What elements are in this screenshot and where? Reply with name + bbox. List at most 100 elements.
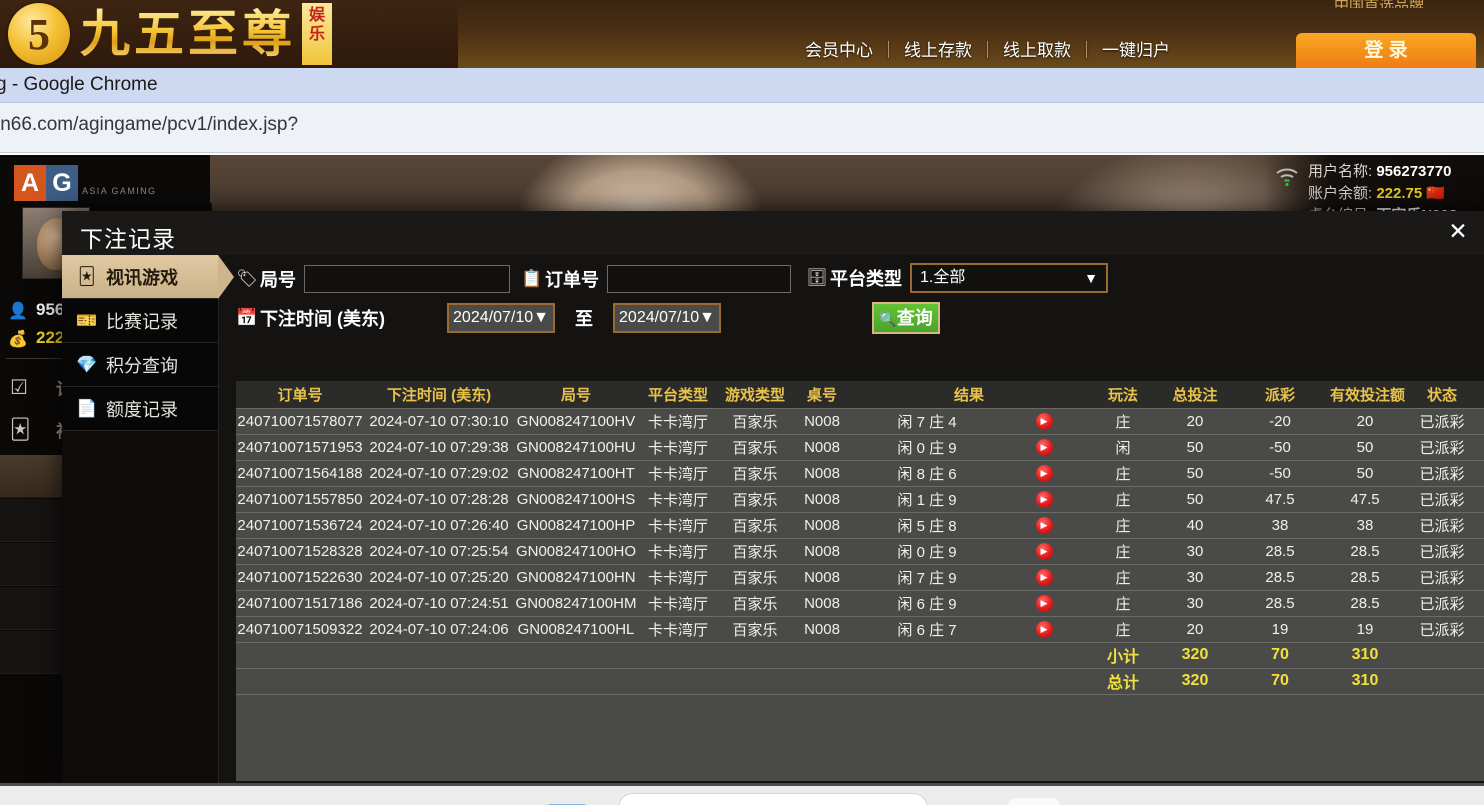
table-cell: N008 (792, 408, 852, 435)
os-taskbar (0, 783, 1484, 805)
play-replay-cell[interactable]: ▶ (1002, 590, 1087, 617)
nav-member-center[interactable]: 会员中心 (805, 41, 873, 60)
th-gametype: 游戏类型 (718, 381, 792, 409)
play-icon[interactable]: ▶ (1035, 594, 1053, 612)
table-cell: N008 (792, 564, 852, 591)
order-label: 订单号 (545, 270, 599, 290)
platform-cell: 卡卡湾厅 (638, 408, 718, 435)
spacer-cell (718, 668, 792, 695)
date-to-picker[interactable]: 2024/07/10▼ (613, 303, 721, 333)
order-cell: 240710071536724 (236, 512, 364, 539)
table-row[interactable]: 240710071564188 2024-07-10 07:29:02 GN0082… (236, 460, 1484, 487)
order-cell: 240710071522630 (236, 564, 364, 591)
play-icon[interactable]: ▶ (1035, 620, 1053, 638)
dialog-body: 🃏 视讯游戏 🎫 比赛记录 💎 积分查询 📄 额度记录 (62, 255, 1484, 783)
spacer-cell (364, 668, 514, 695)
table-cell: N008 (792, 434, 852, 461)
taskbar-search-box[interactable] (618, 793, 928, 805)
sidebar-item-match-record[interactable]: 🎫 比赛记录 (62, 299, 218, 343)
payout-cell: -50 (1230, 434, 1331, 461)
play-replay-cell[interactable]: ▶ (1002, 564, 1087, 591)
result-cell: 闲 0 庄 9 (852, 434, 1002, 461)
round-field-group: 🏷 局号 (236, 265, 510, 293)
play-replay-cell[interactable]: ▶ (1002, 512, 1087, 539)
nav-one-key-transfer[interactable]: 一键归户 (1102, 41, 1170, 60)
search-button[interactable]: 🔍查询 (872, 302, 940, 334)
order-cell: 240710071528328 (236, 538, 364, 565)
play-replay-cell[interactable]: ▶ (1002, 616, 1087, 643)
play-icon[interactable]: ▶ (1035, 568, 1053, 586)
table-row[interactable]: 240710071517186 2024-07-10 07:24:51 GN0082… (236, 590, 1484, 617)
status-cell: 已派彩 (1400, 538, 1484, 565)
game-viewport: A G ASIA GAMING 请下注 12 👤 9562 💰 222. ☑ 记… (0, 155, 1484, 783)
taskbar-app-tile[interactable] (1008, 798, 1060, 805)
money-bag-icon: 💰 (8, 331, 28, 348)
table-row[interactable]: 240710071571953 2024-07-10 07:29:38 GN0082… (236, 434, 1484, 461)
status-cell: 已派彩 (1400, 512, 1484, 539)
sidebar-item-video-game[interactable]: 🃏 视讯游戏 (62, 255, 234, 299)
play-icon[interactable]: ▶ (1035, 412, 1053, 430)
login-button[interactable]: 登 录 (1296, 33, 1476, 68)
order-cell: 240710071517186 (236, 590, 364, 617)
wifi-icon (1276, 168, 1298, 187)
table-row[interactable]: 240710071578077 2024-07-10 07:30:10 GN0082… (236, 408, 1484, 435)
gametype-cell: 百家乐 (718, 408, 792, 435)
play-replay-cell[interactable]: ▶ (1002, 538, 1087, 565)
spacer-cell (852, 668, 1002, 695)
gametype-cell: 百家乐 (718, 486, 792, 513)
table-body: 240710071578077 2024-07-10 07:30:10 GN0082… (236, 408, 1484, 695)
status-cell: 已派彩 (1400, 616, 1484, 643)
banner-nav: 会员中心 ｜ 线上存款 ｜ 线上取款 ｜ 一键归户 (805, 36, 1170, 61)
table-row[interactable]: 240710071557850 2024-07-10 07:28:28 GN0082… (236, 486, 1484, 513)
browser-url-bar[interactable]: in66.com/agingame/pcv1/index.jsp? (0, 103, 1484, 153)
edit-icon: ☑ (10, 377, 28, 399)
play-replay-cell[interactable]: ▶ (1002, 408, 1087, 435)
order-cell: 240710071509322 (236, 616, 364, 643)
nav-online-withdraw[interactable]: 线上取款 (1003, 41, 1071, 60)
play-icon[interactable]: ▶ (1035, 464, 1053, 482)
round-input[interactable] (304, 265, 510, 293)
balance-label: 账户余额: (1308, 185, 1373, 202)
round-cell: GN008247100HU (514, 434, 638, 461)
search-button-group: 🔍查询 (872, 302, 940, 334)
play-icon[interactable]: ▶ (1035, 542, 1053, 560)
nav-online-deposit[interactable]: 线上存款 (904, 41, 972, 60)
sidebar-item-points-query[interactable]: 💎 积分查询 (62, 343, 218, 387)
valid-bet-cell: 38 (1330, 512, 1401, 539)
calendar-icon: 📅 (236, 308, 258, 327)
result-cell: 闲 1 庄 9 (852, 486, 1002, 513)
table-row[interactable]: 240710071536724 2024-07-10 07:26:40 GN0082… (236, 512, 1484, 539)
result-cell: 闲 6 庄 9 (852, 590, 1002, 617)
spacer-cell (236, 642, 364, 669)
total-bet-cell: 40 (1160, 512, 1231, 539)
round-cell: GN008247100HN (514, 564, 638, 591)
play-replay-cell[interactable]: ▶ (1002, 460, 1087, 487)
time-cell: 2024-07-10 07:24:06 (364, 616, 514, 643)
play-replay-cell[interactable]: ▶ (1002, 434, 1087, 461)
sidebar-item-credit-record[interactable]: 📄 额度记录 (62, 387, 218, 431)
result-cell: 闲 7 庄 9 (852, 564, 1002, 591)
time-cell: 2024-07-10 07:25:20 (364, 564, 514, 591)
table-row[interactable]: 240710071522630 2024-07-10 07:25:20 GN0082… (236, 564, 1484, 591)
platform-select[interactable]: 1.全部 ▼ (910, 263, 1108, 293)
date-between-label: 至 (575, 309, 593, 329)
close-icon[interactable]: ✕ (1448, 219, 1468, 245)
round-cell: GN008247100HM (514, 590, 638, 617)
gametype-cell: 百家乐 (718, 564, 792, 591)
date-from-picker[interactable]: 2024/07/10▼ (447, 303, 555, 333)
play-replay-cell[interactable]: ▶ (1002, 486, 1087, 513)
play-icon[interactable]: ▶ (1035, 438, 1053, 456)
play-icon[interactable]: ▶ (1035, 490, 1053, 508)
table-row[interactable]: 240710071528328 2024-07-10 07:25:54 GN0082… (236, 538, 1484, 565)
bet-records-table: 订单号 下注时间 (美东) 局号 平台类型 游戏类型 桌号 结果 玩法 总投注 … (236, 381, 1484, 695)
search-icon: 🔍 (879, 311, 897, 327)
play-icon[interactable]: ▶ (1035, 516, 1053, 534)
banner-topright-text: 中国首选品牌 (1334, 0, 1424, 8)
url-text[interactable]: in66.com/agingame/pcv1/index.jsp? (0, 114, 299, 135)
table-row[interactable]: 240710071509322 2024-07-10 07:24:06 GN0082… (236, 616, 1484, 643)
site-logo[interactable]: 5 九五至尊 娱乐 (0, 0, 458, 68)
order-input[interactable] (607, 265, 791, 293)
spacer-cell (792, 642, 852, 669)
payout-cell: 38 (1230, 512, 1331, 539)
spacer-cell (852, 642, 1002, 669)
